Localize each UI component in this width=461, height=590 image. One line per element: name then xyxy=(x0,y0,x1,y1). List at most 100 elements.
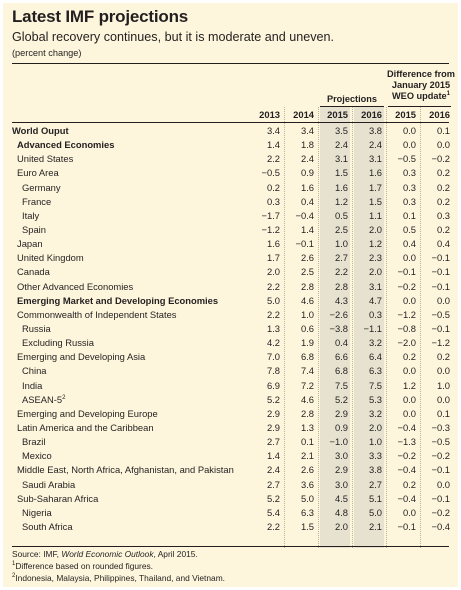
table-row: Advanced Economies 1.4 1.8 2.4 2.4 0.0 0.0 xyxy=(12,138,450,152)
bottom-rule xyxy=(12,546,449,547)
row-value: 3.0 xyxy=(334,450,348,462)
row-value: −0.4 xyxy=(397,464,416,476)
table-row: Emerging and Developing Asia 7.0 6.8 6.6 6.4… xyxy=(12,350,450,364)
row-value: 2.1 xyxy=(300,450,314,462)
footnote-2: 2Indonesia, Malaysia, Philippines, Thail… xyxy=(12,573,226,583)
row-label: France xyxy=(22,195,52,207)
table-row: Brazil 2.7 0.1 −1.0 1.0 −1.3 −0.5 xyxy=(12,435,450,449)
row-value: 0.0 xyxy=(402,139,416,151)
table-row: France 0.3 0.4 1.2 1.5 0.3 0.2 xyxy=(12,195,450,209)
row-label: Middle East, North Africa, Afghanistan, … xyxy=(17,464,234,476)
row-value: −0.8 xyxy=(397,322,416,334)
table-row: India 6.9 7.2 7.5 7.5 1.2 1.0 xyxy=(12,379,450,393)
row-value: 0.1 xyxy=(436,125,450,136)
difference-line-2: January 2015 xyxy=(391,80,451,90)
row-value: −0.2 xyxy=(431,153,450,165)
row-value: 1.0 xyxy=(436,379,450,391)
row-label: Russia xyxy=(22,322,51,334)
table-row: Mexico 1.4 2.1 3.0 3.3 −0.2 −0.2 xyxy=(12,449,450,463)
table-row: Excluding Russia 4.2 1.9 0.4 3.2 −2.0 −1.2 xyxy=(12,336,450,350)
row-value: 4.5 xyxy=(334,492,348,504)
row-value: −0.1 xyxy=(397,520,416,532)
row-value: 1.4 xyxy=(300,223,314,235)
row-value: 1.0 xyxy=(334,238,348,250)
row-value: 6.3 xyxy=(300,506,314,518)
year-header-2015: 2015 xyxy=(327,109,348,120)
row-value: 5.3 xyxy=(368,393,382,405)
row-value: 1.3 xyxy=(266,322,280,334)
row-value: 2.8 xyxy=(300,280,314,292)
row-value: 0.2 xyxy=(436,223,450,235)
row-value: 7.4 xyxy=(300,365,314,377)
row-value: 3.5 xyxy=(334,125,348,136)
row-value: −2.0 xyxy=(397,337,416,349)
table-row: Canada 2.0 2.5 2.2 2.0 −0.1 −0.1 xyxy=(12,265,450,279)
row-value: 0.0 xyxy=(402,252,416,264)
row-value: −0.5 xyxy=(431,436,450,448)
row-value: 0.4 xyxy=(402,238,416,250)
row-value: 2.0 xyxy=(266,266,280,278)
table-row: Middle East, North Africa, Afghanistan, … xyxy=(12,463,450,477)
row-value: 3.4 xyxy=(266,125,280,136)
group-header-difference: Difference from January 2015 WEO update1 xyxy=(386,69,456,102)
table-row: Germany 0.2 1.6 1.6 1.7 0.3 0.2 xyxy=(12,181,450,195)
row-value: −0.4 xyxy=(397,492,416,504)
row-value: 1.1 xyxy=(368,209,382,221)
row-value: 1.2 xyxy=(368,238,382,250)
row-value: 3.1 xyxy=(334,153,348,165)
row-value: 1.2 xyxy=(402,379,416,391)
row-value: 3.3 xyxy=(368,450,382,462)
row-value: 0.2 xyxy=(402,478,416,490)
row-value: 0.2 xyxy=(436,195,450,207)
row-value: 7.0 xyxy=(266,351,280,363)
col-sep-5 xyxy=(420,107,421,548)
shade-col-2016 xyxy=(354,107,384,548)
row-value: 0.9 xyxy=(300,167,314,179)
row-label: China xyxy=(22,365,47,377)
row-value: 0.0 xyxy=(436,393,450,405)
row-value: 3.2 xyxy=(368,407,382,419)
row-value: 4.6 xyxy=(300,294,314,306)
table-row: Other Advanced Economies 2.2 2.8 2.8 3.1 −0.2… xyxy=(12,280,450,294)
row-value: 1.3 xyxy=(300,421,314,433)
row-value: 2.9 xyxy=(334,407,348,419)
row-value: 0.9 xyxy=(334,421,348,433)
row-value: −0.4 xyxy=(431,520,450,532)
row-value: 2.5 xyxy=(300,266,314,278)
row-value: 2.2 xyxy=(266,520,280,532)
row-label: Canada xyxy=(17,266,50,278)
row-value: 4.2 xyxy=(266,337,280,349)
row-value: 0.2 xyxy=(436,181,450,193)
row-label: Excluding Russia xyxy=(22,337,94,349)
row-value: 6.8 xyxy=(334,365,348,377)
year-header-2014: 2014 xyxy=(293,109,314,120)
col-sep-3 xyxy=(352,107,353,548)
year-header-diff-2015: 2015 xyxy=(395,109,416,120)
row-value: 0.0 xyxy=(402,294,416,306)
row-label: ASEAN-52 xyxy=(22,393,66,405)
row-value: 2.7 xyxy=(266,478,280,490)
row-value: −0.1 xyxy=(397,266,416,278)
row-value: 2.4 xyxy=(266,464,280,476)
table-row: Commonwealth of Independent States 2.2 1.0… xyxy=(12,308,450,322)
table-row: Italy −1.7 −0.4 0.5 1.1 0.1 0.3 xyxy=(12,209,450,223)
row-value: −1.3 xyxy=(397,436,416,448)
row-label: Other Advanced Economies xyxy=(17,280,134,292)
row-label: Brazil xyxy=(22,436,46,448)
row-value: 0.3 xyxy=(368,308,382,320)
table-row: ASEAN-52 5.2 4.6 5.2 5.3 0.0 0.0 xyxy=(12,393,450,407)
row-value: −0.1 xyxy=(295,238,314,250)
row-value: 1.6 xyxy=(300,181,314,193)
row-value: 2.6 xyxy=(300,252,314,264)
row-value: 2.9 xyxy=(266,407,280,419)
row-value: 5.0 xyxy=(266,294,280,306)
row-value: −0.4 xyxy=(397,421,416,433)
row-value: 0.0 xyxy=(402,125,416,136)
row-value: 6.9 xyxy=(266,379,280,391)
row-label: Sub-Saharan Africa xyxy=(17,492,99,504)
row-value: −0.5 xyxy=(261,167,280,179)
row-value: −0.2 xyxy=(397,280,416,292)
row-value: 1.6 xyxy=(334,181,348,193)
row-value: 2.8 xyxy=(334,280,348,292)
row-value: 0.2 xyxy=(402,351,416,363)
